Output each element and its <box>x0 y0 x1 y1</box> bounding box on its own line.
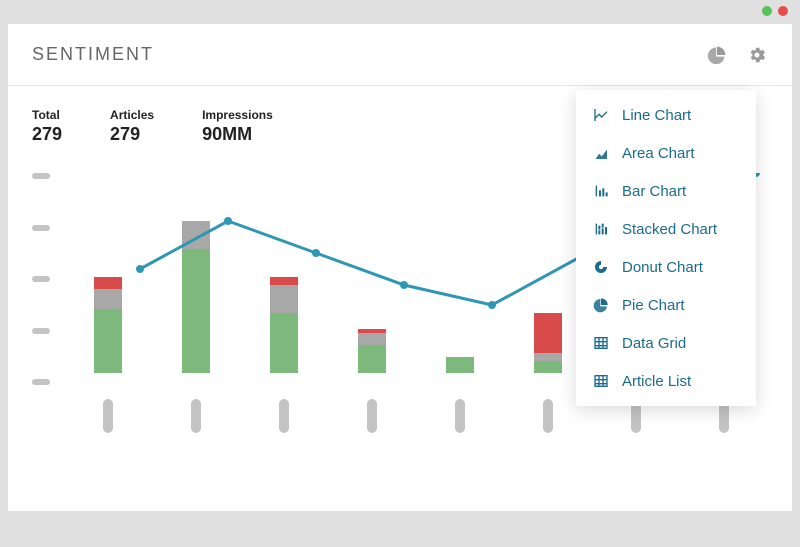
menu-item-data-grid[interactable]: Data Grid <box>576 324 756 362</box>
menu-item-area-chart[interactable]: Area Chart <box>576 134 756 172</box>
window-traffic-lights <box>762 6 788 16</box>
gear-icon <box>747 45 767 65</box>
bar-segment-gray <box>270 285 298 313</box>
menu-item-label: Area Chart <box>622 145 695 162</box>
header: SENTIMENT <box>8 24 792 86</box>
stat-total: Total 279 <box>32 108 62 145</box>
bar-column <box>534 313 562 373</box>
bar-segment-red <box>94 277 122 289</box>
y-tick <box>32 276 50 282</box>
x-tick <box>191 399 201 433</box>
stat-value: 90MM <box>202 124 273 145</box>
grid-icon <box>592 372 610 390</box>
menu-item-label: Stacked Chart <box>622 221 717 238</box>
stat-value: 279 <box>32 124 62 145</box>
bar-column <box>358 329 386 373</box>
menu-item-bar-chart[interactable]: Bar Chart <box>576 172 756 210</box>
pie-icon <box>592 296 610 314</box>
stacked-icon <box>592 220 610 238</box>
bar-column <box>182 221 210 373</box>
menu-item-label: Bar Chart <box>622 183 686 200</box>
menu-item-label: Article List <box>622 373 691 390</box>
stat-value: 279 <box>110 124 154 145</box>
bar-segment-gray <box>358 333 386 345</box>
bar-segment-green <box>270 313 298 373</box>
footer-strip <box>8 511 792 539</box>
stat-articles: Articles 279 <box>110 108 154 145</box>
bar-segment-green <box>358 345 386 373</box>
bar-segment-green <box>446 357 474 373</box>
menu-item-pie-chart[interactable]: Pie Chart <box>576 286 756 324</box>
chart-type-button[interactable] <box>706 44 728 66</box>
y-tick <box>32 379 50 385</box>
stat-label: Articles <box>110 108 154 122</box>
menu-item-stacked-chart[interactable]: Stacked Chart <box>576 210 756 248</box>
x-tick <box>103 399 113 433</box>
y-tick <box>32 328 50 334</box>
stat-label: Total <box>32 108 62 122</box>
x-tick <box>543 399 553 433</box>
panel-title: SENTIMENT <box>32 44 154 65</box>
menu-item-article-list[interactable]: Article List <box>576 362 756 400</box>
bar-column <box>446 357 474 373</box>
stat-label: Impressions <box>202 108 273 122</box>
app-window: SENTIMENT Total 279 Articles 279 <box>8 24 792 539</box>
bar-column <box>270 277 298 373</box>
settings-button[interactable] <box>746 44 768 66</box>
bar-column <box>94 277 122 373</box>
menu-item-donut-chart[interactable]: Donut Chart <box>576 248 756 286</box>
menu-item-label: Donut Chart <box>622 259 703 276</box>
grid-icon <box>592 334 610 352</box>
pie-icon <box>707 45 727 65</box>
area-icon <box>592 144 610 162</box>
y-tick <box>32 173 50 179</box>
bar-segment-gray <box>182 221 210 249</box>
traffic-light-green-icon <box>762 6 772 16</box>
x-tick <box>279 399 289 433</box>
bar-segment-green <box>534 361 562 373</box>
chart-type-menu: Line Chart Area Chart Bar Chart Stacked Cha… <box>576 90 756 406</box>
bar-segment-red <box>534 313 562 353</box>
line-icon <box>592 106 610 124</box>
bar-segment-green <box>94 309 122 373</box>
bar-segment-gray <box>534 353 562 361</box>
menu-item-label: Pie Chart <box>622 297 685 314</box>
y-tick <box>32 225 50 231</box>
bar-segment-gray <box>94 289 122 309</box>
bar-segment-green <box>182 249 210 373</box>
bar-segment-red <box>270 277 298 285</box>
x-tick <box>455 399 465 433</box>
menu-item-label: Line Chart <box>622 107 691 124</box>
header-actions <box>706 44 768 66</box>
menu-item-label: Data Grid <box>622 335 686 352</box>
menu-item-line-chart[interactable]: Line Chart <box>576 96 756 134</box>
y-axis-ticks <box>32 173 56 385</box>
donut-icon <box>592 258 610 276</box>
stat-impressions: Impressions 90MM <box>202 108 273 145</box>
bar-icon <box>592 182 610 200</box>
x-tick <box>367 399 377 433</box>
traffic-light-red-icon <box>778 6 788 16</box>
